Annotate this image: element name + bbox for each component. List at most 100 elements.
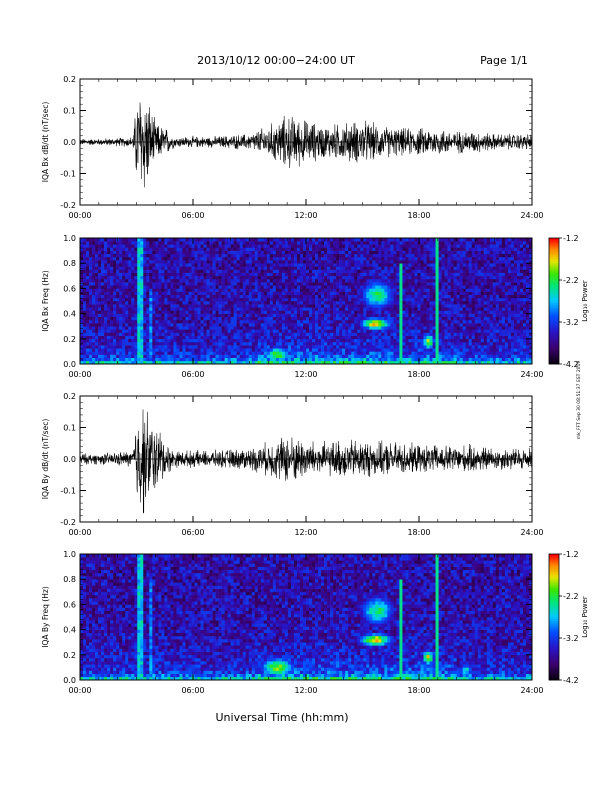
spectrogram-cell (230, 357, 234, 362)
spectrogram-cell (122, 341, 126, 346)
spectrogram-cell (230, 253, 234, 258)
spectrogram-cell (339, 288, 343, 292)
spectrogram-cell (306, 256, 310, 261)
spectrogram-cell (203, 263, 207, 267)
spectrogram-cell (375, 319, 379, 324)
spectrogram-cell (197, 360, 201, 365)
spectrogram-cell (248, 304, 253, 308)
spectrogram-cell (134, 335, 138, 340)
spectrogram-cell (128, 335, 132, 340)
spectrogram-cell (158, 338, 162, 343)
spectrogram-cell (269, 354, 274, 358)
spectrogram-cell (149, 338, 153, 343)
spectrogram-cell (224, 278, 228, 283)
spectrogram-cell (107, 260, 111, 264)
spectrogram-cell (390, 244, 394, 248)
spectrogram-cell (435, 253, 439, 258)
spectrogram-cell (152, 288, 156, 292)
spectrogram-cell (134, 282, 138, 286)
spectrogram-cell (357, 354, 361, 358)
spectrogram-cell (95, 241, 99, 245)
spectrogram-cell (158, 288, 162, 292)
spectrogram-cell (182, 291, 186, 295)
spectrogram-cell (330, 253, 334, 258)
spectrogram-cell (393, 247, 397, 251)
spectrogram-cell (266, 263, 271, 267)
spectrogram-cell (134, 266, 138, 270)
spectrogram-cell (302, 319, 307, 324)
spectrogram-cell (378, 285, 382, 289)
spectrogram-cell (432, 297, 436, 302)
spectrogram-cell (137, 294, 141, 299)
spectrogram-cell (369, 256, 373, 261)
spectrogram-cell (200, 297, 204, 302)
spectrogram-cell (293, 316, 298, 321)
spectrogram-cell (173, 316, 177, 321)
spectrogram-cell (435, 247, 439, 251)
spectrogram-cell (281, 329, 286, 333)
spectrogram-cell (275, 256, 280, 261)
spectrogram-cell (143, 266, 147, 270)
spectrogram-cell (155, 253, 159, 258)
spectrogram-cell (375, 301, 379, 305)
spectrogram-cell (113, 275, 117, 280)
spectrogram-cell (269, 316, 274, 321)
spectrogram-cell (309, 360, 313, 365)
spectrogram-cell (233, 238, 237, 242)
spectrogram-cell (330, 244, 334, 248)
spectrogram-cell (278, 316, 283, 321)
spectrogram-cell (257, 310, 262, 314)
spectrogram-cell (176, 345, 180, 349)
spectrogram-cell (206, 351, 210, 355)
spectrogram-cell (83, 354, 87, 358)
spectrogram-cell (315, 282, 319, 286)
spectrogram-cell (269, 345, 274, 349)
spectrogram-cell (92, 332, 96, 336)
spectrogram-cell (426, 313, 430, 318)
spectrogram-cell (179, 326, 183, 330)
spectrogram-cell (98, 360, 102, 365)
spectrogram-cell (296, 357, 301, 362)
spectrogram-cell (185, 288, 189, 292)
spectrogram-cell (233, 335, 237, 340)
spectrogram-cell (444, 332, 448, 336)
spectrogram-cell (420, 357, 424, 362)
spectrogram-cell (161, 256, 165, 261)
spectrogram-cell (122, 256, 126, 261)
spectrogram-cell (278, 319, 283, 324)
spectrogram-cell (321, 348, 325, 352)
spectrogram-cell (312, 345, 316, 349)
spectrogram-cell (375, 263, 379, 267)
spectrogram-cell (212, 351, 216, 355)
spectrogram-cell (423, 360, 427, 365)
spectrogram-cell (372, 332, 376, 336)
spectrogram-cell (290, 341, 295, 346)
spectrogram-cell (351, 260, 355, 264)
spectrogram-cell (444, 316, 448, 321)
spectrogram-cell (327, 278, 331, 283)
spectrogram-cell (278, 294, 283, 299)
spectrogram-cell (381, 244, 385, 248)
spectrogram-cell (302, 351, 307, 355)
spectrogram-cell (146, 285, 150, 289)
spectrogram-cell (402, 297, 406, 302)
spectrogram-cell (348, 278, 352, 283)
spectrogram-cell (227, 348, 231, 352)
spectrogram-cell (143, 348, 147, 352)
spectrogram-cell (248, 247, 253, 251)
spectrogram-cell (342, 332, 346, 336)
spectrogram-cell (170, 341, 174, 346)
spectrogram-cell (251, 282, 256, 286)
spectrogram-cell (146, 288, 150, 292)
spectrogram-cell (218, 288, 222, 292)
spectrogram-cell (360, 357, 364, 362)
spectrogram-cell (318, 241, 322, 245)
spectrogram-cell (95, 345, 99, 349)
spectrogram-cell (167, 357, 171, 362)
spectrogram-cell (306, 341, 310, 346)
spectrogram-cell (116, 326, 120, 330)
spectrogram-cell (287, 338, 292, 343)
spectrogram-cell (423, 319, 427, 324)
spectrogram-cell (167, 316, 171, 321)
spectrogram-cell (330, 278, 334, 283)
